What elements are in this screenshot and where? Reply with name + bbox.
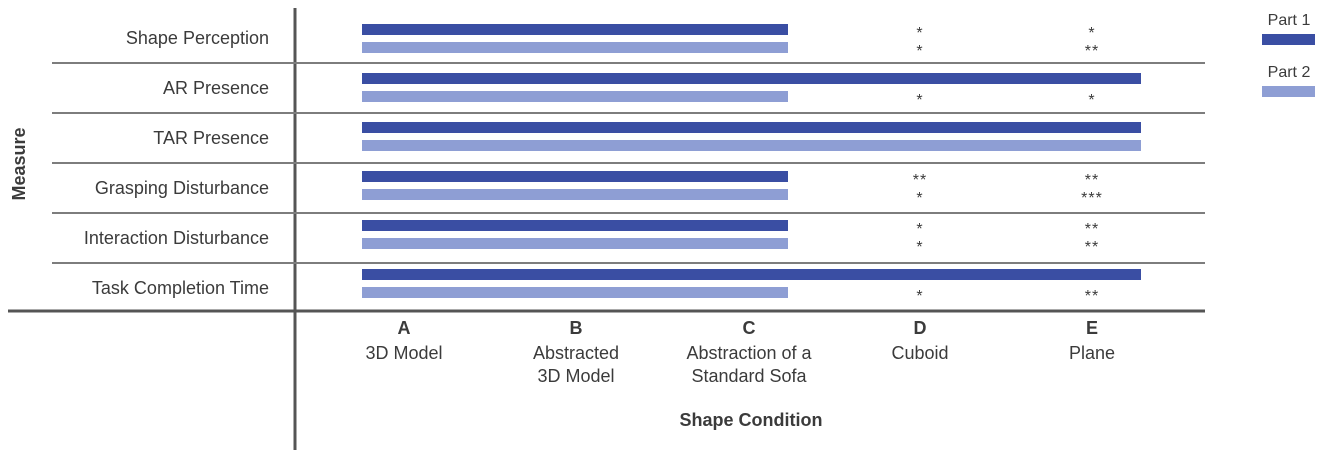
bar-part2: [362, 91, 788, 102]
bar-part1: [362, 269, 1141, 280]
bar-part2: [362, 140, 1141, 151]
significance-marker: **: [1085, 288, 1099, 305]
significance-marker: **: [913, 172, 927, 189]
legend-swatch: [1262, 86, 1315, 97]
bar-part2: [362, 42, 788, 53]
significance-marker: *: [916, 25, 923, 42]
significance-marker: **: [1085, 221, 1099, 238]
significance-marker: **: [1085, 172, 1099, 189]
significance-marker: *: [916, 92, 923, 109]
legend-swatch: [1262, 34, 1315, 45]
significance-marker: *: [916, 190, 923, 207]
measure-labels: Shape Perception AR Presence TAR Presence G…: [84, 28, 269, 298]
category-name: Cuboid: [891, 343, 948, 363]
significance-layer: * ** *** *** *** **** *** *** **: [913, 25, 1103, 305]
category-name: 3D Model: [365, 343, 442, 363]
bar-part1: [362, 24, 788, 35]
bar-part1: [362, 122, 1141, 133]
bar-part2: [362, 189, 788, 200]
bar-part1: [362, 171, 788, 182]
x-axis-categories: A 3D Model B Abstracted 3D Model C Abstraction…: [365, 318, 1115, 386]
significance-marker: *: [916, 239, 923, 256]
category-name: Plane: [1069, 343, 1115, 363]
measure-label: TAR Presence: [153, 128, 269, 148]
measure-label: Shape Perception: [126, 28, 269, 48]
significance-marker: *: [916, 221, 923, 238]
significance-marker: *: [1088, 92, 1095, 109]
significance-marker: *: [916, 43, 923, 60]
bar-part2: [362, 238, 788, 249]
bar-part1: [362, 73, 1141, 84]
legend: Part 1 Part 2: [1262, 12, 1315, 97]
category-name: Standard Sofa: [691, 366, 807, 386]
measure-label: AR Presence: [163, 78, 269, 98]
bar-part2: [362, 287, 788, 298]
measure-label: Grasping Disturbance: [95, 178, 269, 198]
category-name: Abstraction of a: [686, 343, 812, 363]
category-name: 3D Model: [537, 366, 614, 386]
significance-marker: *: [1088, 25, 1095, 42]
bars-layer: [362, 24, 1141, 298]
measure-label: Task Completion Time: [92, 278, 269, 298]
category-letter: D: [914, 318, 927, 338]
category-letter: E: [1086, 318, 1098, 338]
legend-label: Part 2: [1268, 64, 1311, 81]
category-name: Abstracted: [533, 343, 619, 363]
significance-marker: **: [1085, 43, 1099, 60]
y-axis-title: Measure: [9, 127, 29, 200]
significance-marker: *: [916, 288, 923, 305]
significance-marker: ***: [1081, 190, 1103, 207]
measure-label: Interaction Disturbance: [84, 228, 269, 248]
category-letter: A: [398, 318, 411, 338]
category-letter: C: [743, 318, 756, 338]
category-letter: B: [570, 318, 583, 338]
x-axis-title: Shape Condition: [680, 410, 823, 430]
bar-part1: [362, 220, 788, 231]
grid-lines: [8, 8, 1205, 450]
legend-label: Part 1: [1268, 12, 1311, 29]
significance-marker: **: [1085, 239, 1099, 256]
